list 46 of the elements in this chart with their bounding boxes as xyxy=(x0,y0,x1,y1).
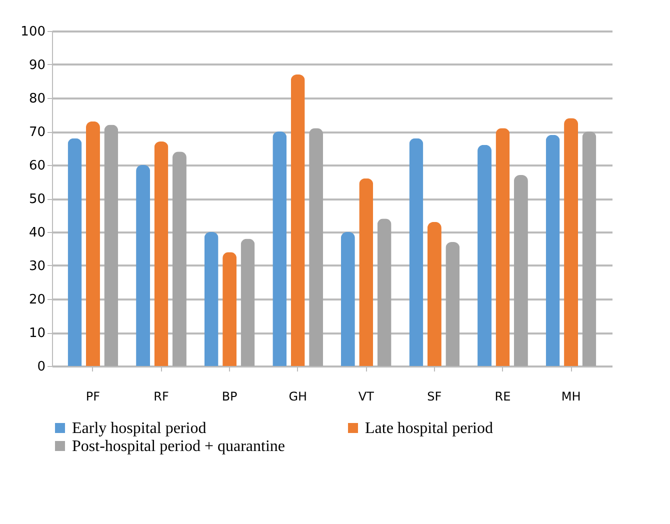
bar xyxy=(154,142,168,366)
bar xyxy=(564,118,578,366)
x-tick-label: PF xyxy=(86,390,100,404)
y-tick-label: 90 xyxy=(28,58,46,73)
bar xyxy=(427,222,442,366)
bar xyxy=(478,144,492,366)
x-tick-label: RF xyxy=(154,390,169,404)
legend-label: Post-hospital period + quarantine xyxy=(72,438,285,455)
bar xyxy=(340,232,355,366)
x-tick-label: VT xyxy=(358,390,375,404)
bar xyxy=(136,165,150,366)
y-tick-label: 30 xyxy=(28,259,46,274)
bar xyxy=(409,138,424,366)
y-tick-label: 60 xyxy=(28,158,46,174)
bar xyxy=(582,132,596,366)
bar xyxy=(309,128,324,366)
y-tick-label: 40 xyxy=(28,226,46,240)
bar xyxy=(546,134,560,366)
x-tick-label: SF xyxy=(427,390,442,404)
bar xyxy=(359,178,374,366)
y-tick-label: 20 xyxy=(28,292,46,308)
y-tick-label: 80 xyxy=(28,92,46,106)
bar xyxy=(104,124,118,366)
legend-label: Early hospital period xyxy=(72,420,206,437)
bar xyxy=(204,232,218,366)
x-tick-label: MH xyxy=(561,390,581,404)
bar xyxy=(86,121,100,366)
bar xyxy=(496,128,510,366)
bar xyxy=(377,218,392,366)
bar xyxy=(446,242,460,366)
legend-label: Late hospital period xyxy=(365,420,493,437)
bar xyxy=(290,74,305,366)
bar xyxy=(172,152,186,366)
bar xyxy=(272,132,287,366)
y-tick-label: 50 xyxy=(28,192,46,207)
y-tick-label: 10 xyxy=(28,326,46,341)
bar xyxy=(514,175,528,366)
bar xyxy=(68,138,82,366)
y-tick-label: 0 xyxy=(37,360,46,374)
bar xyxy=(222,252,237,366)
x-tick-label: RE xyxy=(494,390,511,404)
x-tick-label: BP xyxy=(222,390,238,404)
y-tick-label: 70 xyxy=(28,125,46,140)
bar xyxy=(240,238,255,366)
y-tick-label: 100 xyxy=(20,24,46,40)
x-tick-label: GH xyxy=(288,390,308,404)
